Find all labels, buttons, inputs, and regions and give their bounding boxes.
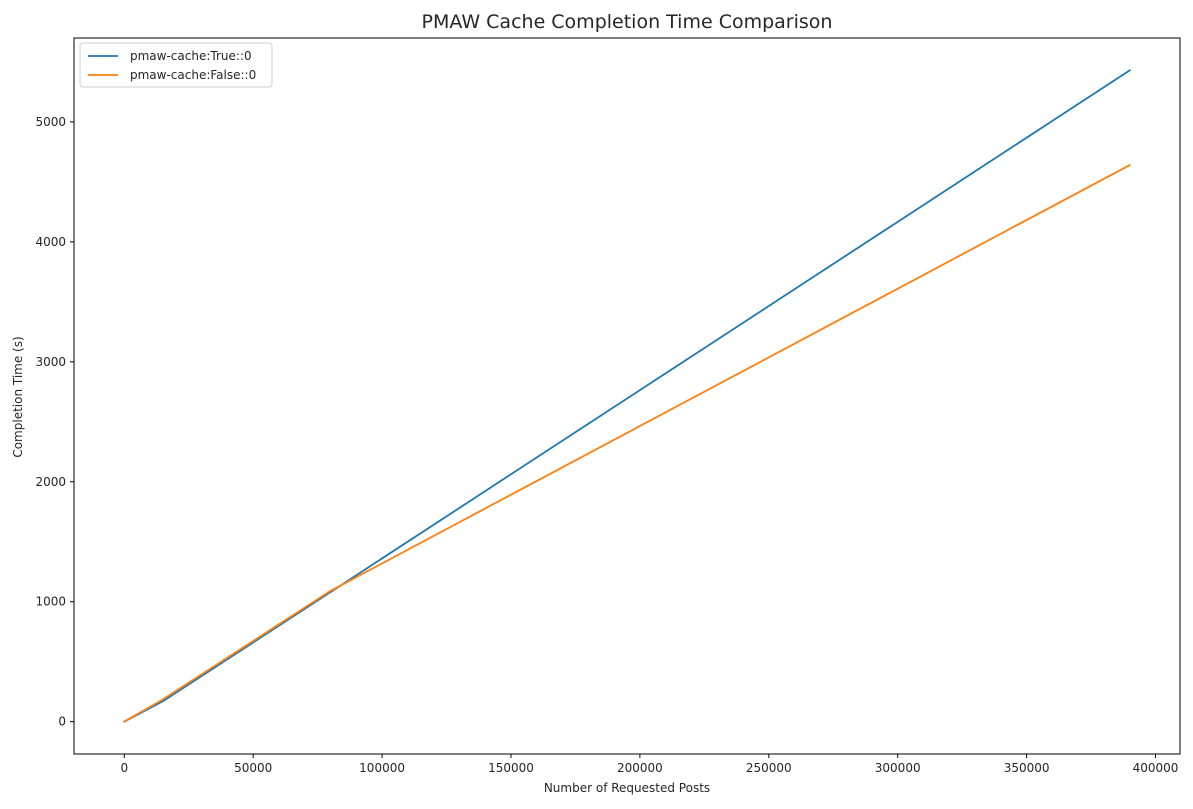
x-tick-label: 350000 [1004,761,1050,775]
series-line-2 [123,163,1131,723]
y-tick-label: 0 [58,715,66,729]
legend-box [79,42,273,88]
x-tick-label: 150000 [488,761,534,775]
legend-label-2: pmaw-cache:False::0 [130,68,256,82]
x-axis-label: Number of Requested Posts [544,781,710,795]
y-tick-label: 2000 [35,475,66,489]
y-tick-label: 3000 [35,355,66,369]
x-tick-label: 100000 [359,761,405,775]
plot-area: 0 50000 100000 150000 200000 250000 300000 3500… [35,37,1181,775]
x-tick-label: 250000 [746,761,792,775]
x-tick-label: 50000 [234,761,272,775]
plot-frame [73,37,1181,755]
y-tick-label: 5000 [35,115,66,129]
legend-label-1: pmaw-cache:True::0 [130,49,252,63]
x-tick-label: 200000 [617,761,663,775]
y-tick-label: 1000 [35,595,66,609]
y-tick-label: 4000 [35,235,66,249]
x-tick-label: 400000 [1133,761,1179,775]
x-tick-label: 300000 [875,761,921,775]
y-axis-label: Completion Time (s) [11,336,25,457]
chart-title: PMAW Cache Completion Time Comparison [422,11,833,33]
series-line-1 [123,69,1131,723]
x-tick-label: 0 [120,761,128,775]
